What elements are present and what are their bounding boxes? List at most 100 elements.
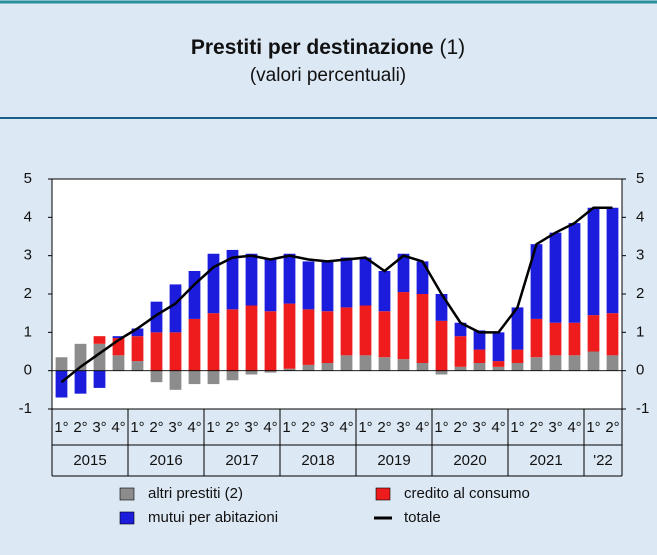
bar bbox=[549, 232, 562, 323]
x-tick-label: 1° bbox=[54, 419, 68, 436]
x-tick-label: 1° bbox=[130, 419, 144, 436]
bar bbox=[188, 271, 201, 319]
legend-label: credito al consumo bbox=[404, 485, 530, 502]
legend-swatch bbox=[119, 487, 135, 501]
chart-subtitle: (valori percentuali) bbox=[250, 65, 406, 86]
x-tick-label: 3° bbox=[168, 419, 182, 436]
bar bbox=[112, 338, 125, 356]
bar bbox=[454, 366, 467, 371]
x-tick-label: 1° bbox=[586, 419, 600, 436]
bar bbox=[473, 363, 486, 371]
bar bbox=[93, 336, 106, 344]
bar bbox=[112, 355, 125, 371]
y2-tick-label: 1 bbox=[636, 323, 644, 340]
bar bbox=[416, 294, 429, 363]
y2-tick-label: 4 bbox=[636, 208, 644, 225]
x-tick-label: 3° bbox=[396, 419, 410, 436]
bar bbox=[169, 284, 182, 333]
x-tick-label: 4° bbox=[187, 419, 201, 436]
bar bbox=[511, 349, 524, 363]
bar bbox=[188, 318, 201, 371]
x-tick-label: 2° bbox=[529, 419, 543, 436]
x-tick-label: 3° bbox=[472, 419, 486, 436]
title-main: Prestiti per destinazione bbox=[191, 36, 434, 59]
bar bbox=[93, 343, 106, 371]
bar bbox=[188, 370, 201, 385]
x-tick-label: 1° bbox=[434, 419, 448, 436]
y2-tick-label: 0 bbox=[636, 362, 644, 379]
x-tick-label: 3° bbox=[92, 419, 106, 436]
x-group-label: 2020 bbox=[453, 452, 486, 469]
bar bbox=[74, 343, 87, 371]
bar bbox=[226, 370, 239, 381]
x-tick-label: 2° bbox=[301, 419, 315, 436]
bar bbox=[150, 332, 163, 371]
bar bbox=[378, 311, 391, 358]
legend-label: altri prestiti (2) bbox=[148, 485, 243, 502]
bar bbox=[340, 307, 353, 356]
bar bbox=[606, 355, 619, 371]
bar bbox=[568, 355, 581, 371]
bar bbox=[435, 320, 448, 371]
bar bbox=[264, 259, 277, 312]
bar bbox=[587, 351, 600, 371]
x-tick-label: 4° bbox=[415, 419, 429, 436]
bar bbox=[568, 223, 581, 323]
x-tick-label: 1° bbox=[206, 419, 220, 436]
bar bbox=[435, 294, 448, 321]
bar bbox=[492, 361, 505, 367]
bar bbox=[511, 307, 524, 350]
bar bbox=[568, 322, 581, 356]
x-tick-label: 2° bbox=[73, 419, 87, 436]
bar bbox=[74, 370, 87, 394]
bar bbox=[112, 336, 125, 339]
bar bbox=[207, 370, 220, 385]
chart-title: Prestiti per destinazione (1) bbox=[191, 36, 465, 59]
bar bbox=[397, 253, 410, 293]
bar bbox=[245, 370, 258, 375]
legend-swatch bbox=[375, 487, 391, 501]
bar bbox=[416, 363, 429, 371]
y2-tick-label: 3 bbox=[636, 247, 644, 264]
bar bbox=[416, 261, 429, 294]
bar bbox=[302, 364, 315, 371]
y-tick-label: 4 bbox=[24, 208, 32, 225]
x-tick-label: 4° bbox=[263, 419, 277, 436]
x-tick-label: 2° bbox=[149, 419, 163, 436]
x-tick-label: 4° bbox=[491, 419, 505, 436]
bar bbox=[207, 313, 220, 371]
bar bbox=[302, 309, 315, 365]
y2-tick-label: -1 bbox=[636, 400, 649, 417]
bar bbox=[169, 370, 182, 390]
bar bbox=[530, 244, 543, 319]
bar bbox=[150, 301, 163, 333]
bar bbox=[226, 249, 239, 310]
title-note: (1) bbox=[439, 36, 465, 59]
x-tick-label: 3° bbox=[548, 419, 562, 436]
bar bbox=[321, 363, 334, 371]
bar bbox=[587, 207, 600, 316]
bar bbox=[530, 357, 543, 371]
bar bbox=[378, 357, 391, 371]
legend-label: totale bbox=[404, 509, 441, 526]
x-tick-label: 2° bbox=[453, 419, 467, 436]
plot-frame bbox=[51, 178, 623, 410]
bar bbox=[150, 370, 163, 383]
bar bbox=[359, 305, 372, 356]
bar bbox=[340, 257, 353, 308]
y-tick-label: 2 bbox=[24, 285, 32, 302]
bar bbox=[492, 332, 505, 362]
legend-label: mutui per abitazioni bbox=[148, 509, 278, 526]
bar bbox=[283, 253, 296, 304]
bar bbox=[131, 328, 144, 337]
bar bbox=[321, 261, 334, 312]
bar bbox=[131, 361, 144, 371]
bar bbox=[264, 370, 277, 373]
bar bbox=[55, 357, 68, 371]
bar bbox=[264, 311, 277, 371]
y-tick-label: 3 bbox=[24, 247, 32, 264]
bar bbox=[530, 318, 543, 358]
x-tick-label: 3° bbox=[320, 419, 334, 436]
y-tick-label: -1 bbox=[19, 400, 32, 417]
